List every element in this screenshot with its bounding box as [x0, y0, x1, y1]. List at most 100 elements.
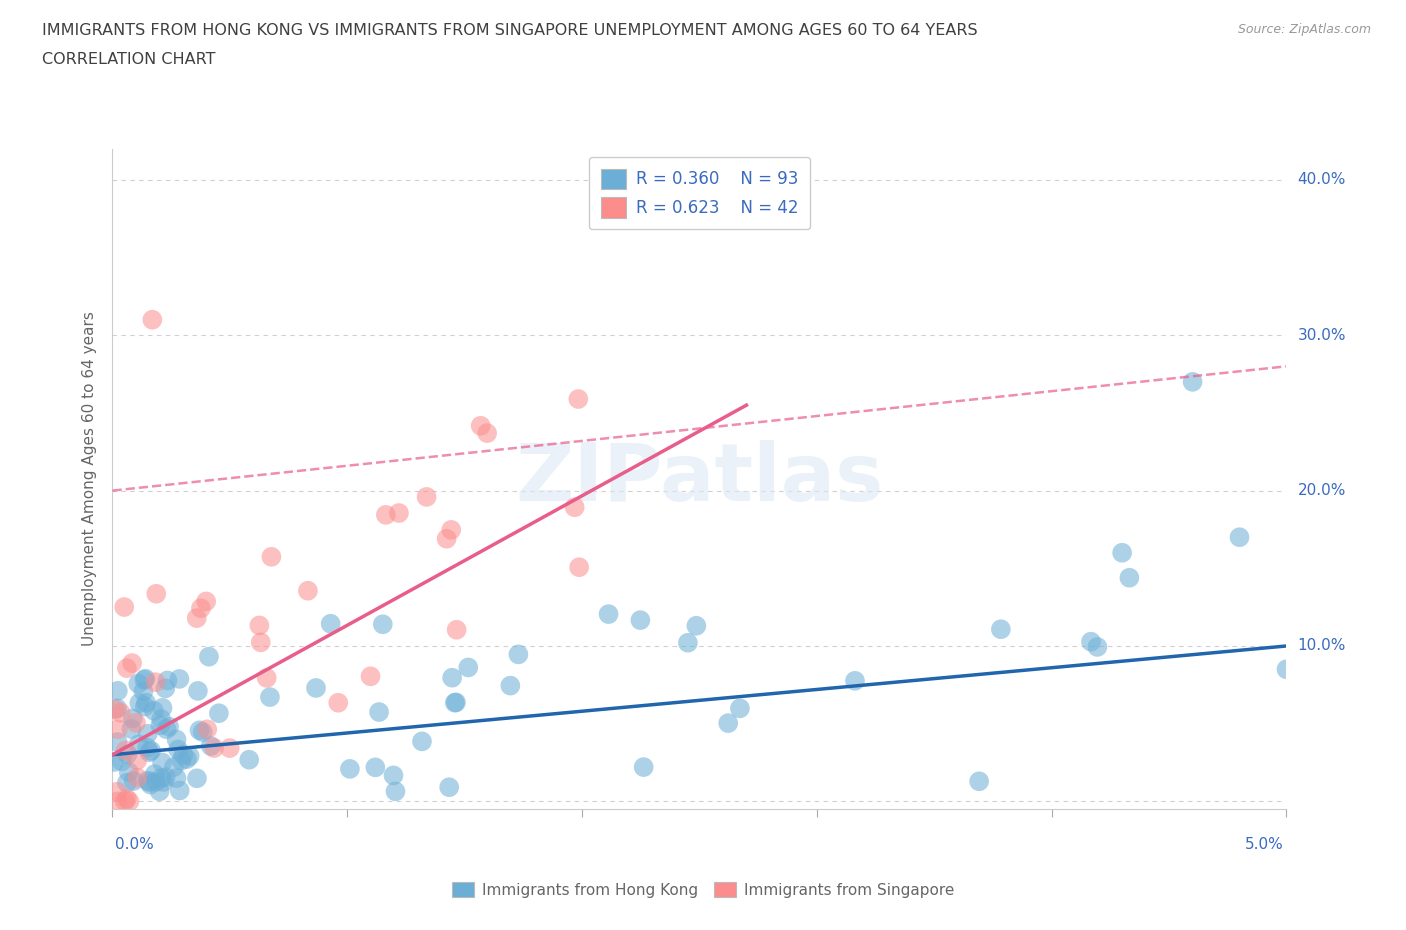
- Point: [103, 754, 125, 769]
- Point: [844, 673, 866, 688]
- Point: [149, 784, 172, 799]
- Point: [107, 735, 129, 750]
- Point: [127, 676, 149, 691]
- Point: [150, 711, 173, 726]
- Point: [328, 696, 350, 711]
- Point: [163, 760, 186, 775]
- Point: [564, 499, 586, 514]
- Text: 30.0%: 30.0%: [1298, 327, 1346, 343]
- Text: IMMIGRANTS FROM HONG KONG VS IMMIGRANTS FROM SINGAPORE UNEMPLOYMENT AMONG AGES 6: IMMIGRANTS FROM HONG KONG VS IMMIGRANTS …: [42, 23, 977, 38]
- Point: [117, 747, 139, 762]
- Point: [508, 647, 530, 662]
- Point: [190, 601, 212, 616]
- Point: [249, 635, 271, 650]
- Point: [187, 684, 209, 698]
- Point: [121, 711, 143, 725]
- Point: [166, 771, 188, 786]
- Point: [202, 740, 225, 755]
- Point: [415, 489, 437, 504]
- Point: [305, 681, 328, 696]
- Point: [122, 774, 145, 789]
- Point: [568, 560, 591, 575]
- Point: [628, 613, 651, 628]
- Point: [136, 726, 159, 741]
- Point: [1181, 375, 1204, 390]
- Point: [150, 755, 173, 770]
- Point: [368, 705, 391, 720]
- Point: [728, 701, 751, 716]
- Point: [107, 722, 129, 737]
- Point: [1111, 545, 1133, 560]
- Point: [134, 671, 156, 686]
- Point: [166, 732, 188, 747]
- Point: [139, 743, 162, 758]
- Y-axis label: Unemployment Among Ages 60 to 64 years: Unemployment Among Ages 60 to 64 years: [82, 312, 97, 646]
- Point: [260, 550, 283, 565]
- Point: [155, 681, 177, 696]
- Point: [1275, 662, 1298, 677]
- Point: [198, 649, 221, 664]
- Point: [633, 760, 655, 775]
- Point: [111, 754, 134, 769]
- Point: [169, 671, 191, 686]
- Point: [443, 696, 465, 711]
- Point: [990, 622, 1012, 637]
- Point: [179, 749, 201, 764]
- Point: [717, 716, 740, 731]
- Point: [195, 594, 218, 609]
- Point: [143, 766, 166, 781]
- Point: [127, 752, 149, 767]
- Point: [121, 656, 143, 671]
- Point: [685, 618, 707, 633]
- Point: [440, 523, 463, 538]
- Point: [120, 722, 142, 737]
- Point: [259, 690, 281, 705]
- Text: 5.0%: 5.0%: [1244, 837, 1284, 852]
- Point: [967, 774, 990, 789]
- Point: [128, 696, 150, 711]
- Point: [170, 753, 193, 768]
- Point: [118, 794, 141, 809]
- Point: [247, 618, 270, 632]
- Point: [457, 660, 479, 675]
- Point: [384, 784, 406, 799]
- Point: [138, 775, 160, 790]
- Point: [364, 760, 387, 775]
- Point: [238, 752, 260, 767]
- Point: [152, 700, 174, 715]
- Point: [115, 791, 138, 806]
- Point: [382, 768, 405, 783]
- Point: [475, 426, 498, 441]
- Text: CORRELATION CHART: CORRELATION CHART: [42, 52, 215, 67]
- Point: [388, 506, 411, 521]
- Point: [107, 794, 129, 809]
- Point: [156, 673, 179, 688]
- Point: [104, 702, 127, 717]
- Point: [142, 703, 165, 718]
- Point: [132, 684, 155, 698]
- Point: [186, 771, 208, 786]
- Point: [191, 724, 214, 739]
- Point: [436, 531, 458, 546]
- Point: [112, 600, 135, 615]
- Point: [297, 583, 319, 598]
- Point: [319, 617, 342, 631]
- Point: [145, 586, 167, 601]
- Point: [676, 635, 699, 650]
- Point: [186, 611, 208, 626]
- Point: [444, 695, 467, 710]
- Text: ZIPatlas: ZIPatlas: [516, 440, 883, 518]
- Text: 10.0%: 10.0%: [1298, 639, 1346, 654]
- Point: [200, 738, 222, 753]
- Point: [110, 706, 132, 721]
- Point: [149, 771, 172, 786]
- Text: 20.0%: 20.0%: [1298, 483, 1346, 498]
- Point: [446, 622, 468, 637]
- Point: [188, 723, 211, 737]
- Point: [1118, 570, 1140, 585]
- Text: Source: ZipAtlas.com: Source: ZipAtlas.com: [1237, 23, 1371, 36]
- Point: [218, 740, 240, 755]
- Point: [138, 745, 160, 760]
- Point: [136, 740, 159, 755]
- Legend: R = 0.360    N = 93, R = 0.623    N = 42: R = 0.360 N = 93, R = 0.623 N = 42: [589, 157, 810, 230]
